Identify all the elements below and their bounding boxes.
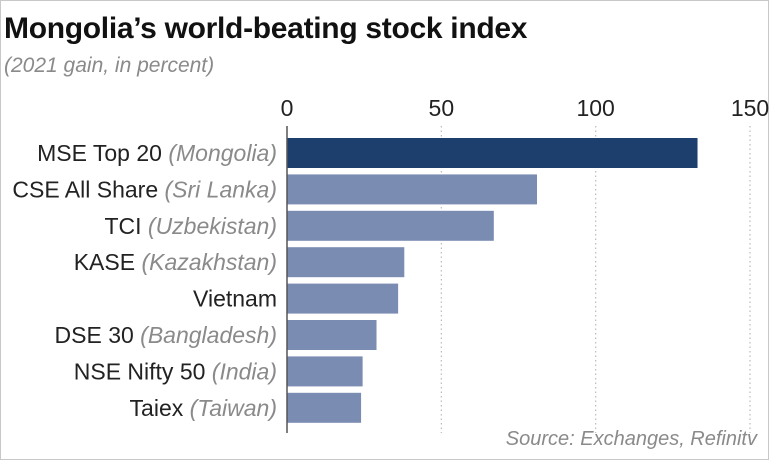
bar-1 [287,174,538,205]
category-country: (Bangladesh) [134,322,277,348]
bar-0 [287,138,698,168]
bar-4 [287,283,399,314]
category-label: MSE Top 20 (Mongolia) [37,140,277,166]
category-country: (Kazakhstan) [135,249,277,275]
category-name: Vietnam [193,286,277,312]
bars-layer [287,138,698,423]
category-name: DSE 30 [55,322,134,348]
category-label: Vietnam [193,286,277,312]
bar-2 [287,210,494,241]
category-labels: MSE Top 20 (Mongolia)CSE All Share (Sri … [12,140,277,421]
source-note: Source: Exchanges, Refinitv [505,428,757,450]
category-label: TCI (Uzbekistan) [104,213,277,239]
category-country: (Taiwan) [183,395,277,421]
x-tick-label: 100 [576,95,614,121]
chart-subtitle: (2021 gain, in percent) [4,54,215,77]
grid-layer [440,126,751,433]
category-name: MSE Top 20 [37,140,162,166]
category-name: TCI [104,213,141,239]
category-label: Taiex (Taiwan) [130,395,277,421]
category-country: (Uzbekistan) [142,213,277,239]
x-tick-label: 0 [281,95,294,121]
category-name: Taiex [130,395,184,421]
category-label: KASE (Kazakhstan) [74,249,277,275]
category-country: (Mongolia) [162,140,277,166]
bar-5 [287,320,377,350]
category-country: (India) [205,358,277,384]
category-name: NSE Nifty 50 [74,358,206,384]
category-label: DSE 30 (Bangladesh) [55,322,277,348]
category-name: CSE All Share [12,176,158,202]
x-tick-label: 150 [731,95,769,121]
bar-6 [287,356,363,387]
chart-title: Mongolia’s world-beating stock index [4,12,528,45]
category-label: NSE Nifty 50 (India) [74,358,277,384]
category-country: (Sri Lanka) [158,176,277,202]
x-tick-label: 50 [429,95,455,121]
category-label: CSE All Share (Sri Lanka) [12,176,277,202]
x-axis-ticks: 0 50 100 150 [281,95,769,121]
category-name: KASE [74,249,135,275]
bar-7 [287,392,362,423]
bar-3 [287,247,405,278]
